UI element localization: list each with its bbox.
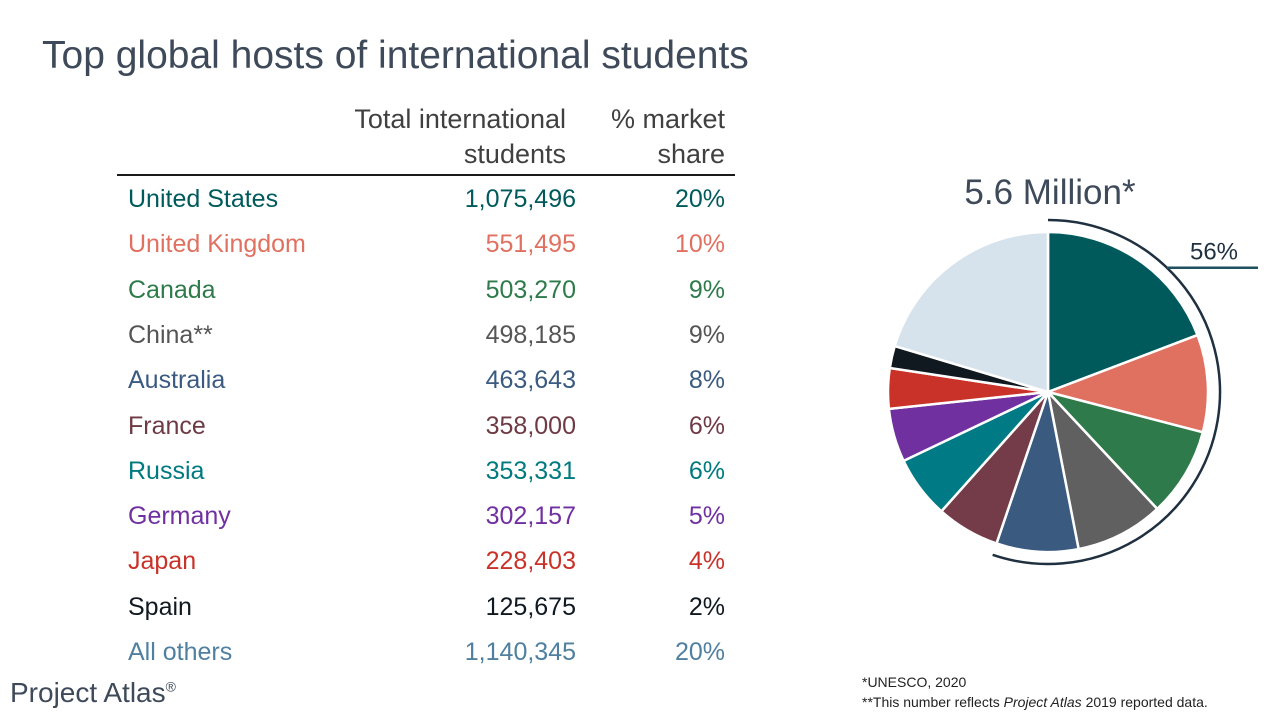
project-atlas-logo: Project Atlas® bbox=[10, 677, 176, 709]
table-row: Germany 302,157 5% bbox=[0, 502, 760, 547]
share-cell: 8% bbox=[688, 366, 725, 395]
country-cell: Russia bbox=[128, 456, 205, 485]
logo-text: Project Atlas bbox=[10, 677, 166, 708]
share-cell: 6% bbox=[688, 411, 725, 440]
market-share-pie-chart: 5.6 Million* 56% bbox=[886, 173, 1258, 566]
country-cell: China** bbox=[128, 320, 213, 349]
share-cell: 10% bbox=[674, 230, 725, 259]
country-cell: United Kingdom bbox=[128, 230, 306, 259]
pie-slice bbox=[1044, 389, 1205, 511]
header-total-students: Total international students bbox=[300, 102, 566, 172]
table-row: All others 1,140,345 20% bbox=[0, 638, 760, 683]
country-cell: France bbox=[128, 411, 206, 440]
country-cell: Canada bbox=[128, 275, 216, 304]
header-divider bbox=[117, 174, 735, 176]
share-cell: 20% bbox=[674, 638, 725, 666]
total-cell: 551,495 bbox=[485, 230, 576, 259]
footnote-source: *UNESCO, 2020 bbox=[862, 674, 967, 690]
share-cell: 20% bbox=[674, 185, 725, 213]
total-cell: 463,643 bbox=[485, 366, 576, 395]
header-total-line2: students bbox=[463, 139, 566, 169]
share-cell: 9% bbox=[688, 275, 725, 304]
header-market-share: % market share bbox=[580, 102, 725, 172]
footnotes: *UNESCO, 2020 **This number reflects Pro… bbox=[862, 672, 1208, 712]
total-cell: 498,185 bbox=[485, 320, 576, 349]
total-cell: 358,000 bbox=[485, 411, 576, 440]
total-cell: 125,675 bbox=[485, 592, 576, 621]
table-row: Russia 353,331 6% bbox=[0, 457, 760, 502]
table-row: United Kingdom 551,495 10% bbox=[0, 230, 760, 275]
header-total-line1: Total international bbox=[354, 104, 566, 134]
footnote-china-prefix: **This number reflects bbox=[862, 694, 1004, 710]
share-bracket bbox=[992, 218, 1222, 566]
total-cell: 302,157 bbox=[485, 502, 576, 531]
country-cell: Germany bbox=[128, 502, 231, 531]
total-cell: 1,075,496 bbox=[464, 185, 576, 213]
country-cell: Spain bbox=[128, 592, 192, 621]
share-cell: 9% bbox=[688, 320, 725, 349]
registered-mark: ® bbox=[165, 678, 176, 695]
share-annotation: 56% bbox=[1190, 239, 1238, 266]
table-row: Canada 503,270 9% bbox=[0, 276, 760, 321]
share-cell: 4% bbox=[688, 547, 725, 576]
footnote-china: **This number reflects Project Atlas 201… bbox=[862, 692, 1208, 712]
country-cell: United States bbox=[128, 185, 279, 213]
country-cell: Australia bbox=[128, 366, 226, 395]
table-row: Spain 125,675 2% bbox=[0, 593, 760, 638]
total-cell: 503,270 bbox=[485, 275, 576, 304]
country-cell: Japan bbox=[128, 547, 197, 576]
table-row: France 358,000 6% bbox=[0, 412, 760, 457]
table-row: United States 1,075,496 20% bbox=[0, 185, 760, 230]
slide-title: Top global hosts of international studen… bbox=[42, 34, 749, 77]
pie-slice bbox=[1043, 333, 1210, 434]
country-cell: All others bbox=[128, 638, 233, 666]
table-row: Australia 463,643 8% bbox=[0, 366, 760, 411]
pie-chart-title: 5.6 Million* bbox=[964, 173, 1136, 212]
footnote-china-suffix: 2019 reported data. bbox=[1081, 694, 1208, 710]
total-cell: 228,403 bbox=[485, 547, 576, 576]
pie-slice bbox=[1045, 387, 1159, 551]
table-row: China** 498,185 9% bbox=[0, 321, 760, 366]
pie-slice bbox=[1046, 230, 1200, 394]
share-cell: 5% bbox=[688, 502, 725, 531]
header-share-line1: % market bbox=[610, 104, 725, 134]
pie-slices bbox=[886, 230, 1210, 554]
footnote-china-italic: Project Atlas bbox=[1003, 694, 1082, 710]
total-cell: 1,140,345 bbox=[464, 638, 576, 666]
share-cell: 6% bbox=[688, 456, 725, 485]
total-cell: 353,331 bbox=[485, 456, 576, 485]
table-row: Japan 228,403 4% bbox=[0, 547, 760, 592]
header-share-line2: share bbox=[657, 139, 725, 169]
share-cell: 2% bbox=[688, 592, 725, 621]
pie-slice bbox=[893, 230, 1050, 394]
